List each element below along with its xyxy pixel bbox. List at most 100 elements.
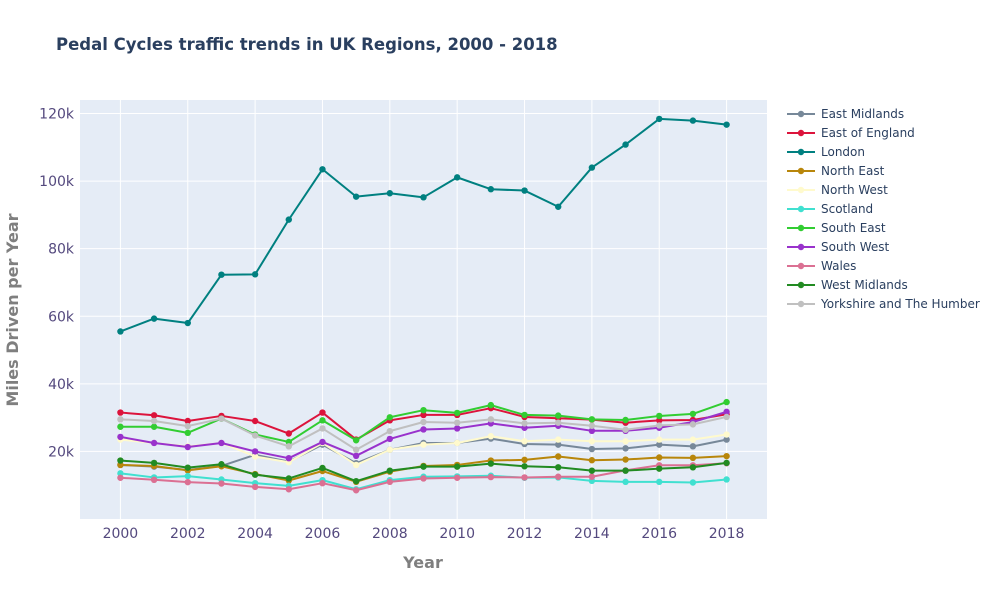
data-point bbox=[622, 467, 629, 474]
data-point bbox=[352, 477, 360, 485]
data-point bbox=[487, 186, 495, 193]
data-point bbox=[319, 409, 326, 416]
data-point bbox=[386, 467, 394, 474]
data-point bbox=[184, 443, 191, 451]
legend-marker bbox=[797, 167, 805, 175]
data-point bbox=[285, 475, 292, 482]
data-point bbox=[117, 461, 124, 469]
y-tick-label: 20k bbox=[48, 444, 75, 460]
data-point bbox=[656, 412, 663, 420]
data-point bbox=[656, 422, 663, 429]
data-point bbox=[588, 164, 596, 171]
data-point bbox=[453, 463, 461, 470]
data-point bbox=[723, 413, 730, 421]
data-point bbox=[184, 422, 191, 430]
data-point bbox=[184, 319, 191, 327]
data-point bbox=[150, 439, 158, 447]
data-point bbox=[184, 478, 191, 486]
legend-marker bbox=[797, 129, 805, 137]
data-point bbox=[723, 408, 730, 416]
data-point bbox=[689, 421, 697, 428]
data-point bbox=[117, 416, 124, 423]
legend-label: South West bbox=[821, 240, 889, 254]
data-point bbox=[251, 432, 259, 439]
data-point bbox=[723, 452, 730, 460]
data-point bbox=[453, 174, 461, 181]
legend-marker bbox=[797, 186, 805, 194]
data-point bbox=[487, 460, 495, 467]
data-point bbox=[622, 456, 629, 463]
x-axis-title: Year bbox=[402, 553, 443, 572]
x-tick-label: 2010 bbox=[439, 526, 475, 542]
data-point bbox=[184, 472, 191, 480]
data-point bbox=[352, 461, 360, 469]
data-point bbox=[656, 115, 663, 123]
data-point bbox=[420, 406, 427, 414]
data-point bbox=[453, 425, 461, 432]
y-tick-label: 60k bbox=[48, 309, 75, 325]
data-point bbox=[117, 474, 124, 481]
data-point bbox=[184, 417, 191, 425]
data-point bbox=[723, 459, 730, 467]
data-point bbox=[218, 415, 225, 422]
data-point bbox=[117, 470, 124, 477]
data-point bbox=[588, 467, 596, 474]
series-yorkshire-and-the-humber bbox=[117, 413, 730, 453]
legend-marker bbox=[797, 110, 805, 118]
legend-item[interactable]: North East bbox=[787, 164, 885, 178]
data-point bbox=[319, 166, 326, 173]
legend-item[interactable]: Yorkshire and The Humber bbox=[787, 297, 980, 311]
legend-label: North East bbox=[821, 164, 885, 178]
data-point bbox=[218, 480, 225, 487]
data-point bbox=[386, 446, 394, 453]
legend-item[interactable]: Wales bbox=[787, 259, 856, 273]
data-point bbox=[487, 473, 495, 481]
legend-item[interactable]: West Midlands bbox=[787, 278, 908, 292]
x-tick-label: 2006 bbox=[305, 526, 341, 542]
data-point bbox=[319, 425, 326, 432]
data-point bbox=[588, 438, 596, 445]
data-point bbox=[689, 454, 697, 462]
legend-item[interactable]: South West bbox=[787, 240, 889, 254]
data-point bbox=[656, 454, 663, 461]
data-point bbox=[319, 464, 326, 472]
data-point bbox=[285, 438, 292, 446]
legend: East Midlands East of England London North … bbox=[787, 107, 980, 311]
data-point bbox=[251, 471, 259, 478]
legend-item[interactable]: East of England bbox=[787, 126, 915, 140]
data-point bbox=[251, 271, 259, 278]
data-point bbox=[285, 216, 292, 223]
data-point bbox=[386, 190, 394, 197]
x-tick-label: 2018 bbox=[709, 526, 745, 542]
data-point bbox=[588, 457, 596, 464]
data-point bbox=[150, 459, 158, 467]
data-point bbox=[555, 441, 562, 448]
data-point bbox=[150, 315, 158, 322]
data-point bbox=[689, 464, 697, 471]
legend-item[interactable]: London bbox=[787, 145, 865, 159]
legend-label: West Midlands bbox=[821, 278, 908, 292]
legend-marker bbox=[797, 243, 805, 251]
data-point bbox=[420, 411, 427, 419]
data-point bbox=[656, 478, 663, 486]
data-point bbox=[453, 474, 461, 481]
data-point bbox=[285, 486, 292, 493]
data-point bbox=[352, 446, 360, 453]
legend-item[interactable]: North West bbox=[787, 183, 888, 197]
legend-item[interactable]: Scotland bbox=[787, 202, 873, 216]
data-point bbox=[689, 443, 697, 450]
data-point bbox=[521, 438, 528, 445]
legend-label: Scotland bbox=[821, 202, 873, 216]
data-point bbox=[251, 453, 259, 460]
data-point bbox=[285, 430, 292, 437]
x-axis-ticks: 2000 2002 2004 2006 2008 2010 2012 2014 2016 2018 bbox=[103, 526, 745, 542]
data-point bbox=[521, 463, 528, 470]
data-point bbox=[555, 464, 562, 471]
data-point bbox=[453, 439, 461, 447]
legend-item[interactable]: South East bbox=[787, 221, 886, 235]
data-point bbox=[150, 412, 158, 419]
data-point bbox=[622, 438, 629, 445]
data-point bbox=[420, 463, 427, 470]
data-point bbox=[588, 473, 596, 480]
legend-item[interactable]: East Midlands bbox=[787, 107, 904, 121]
